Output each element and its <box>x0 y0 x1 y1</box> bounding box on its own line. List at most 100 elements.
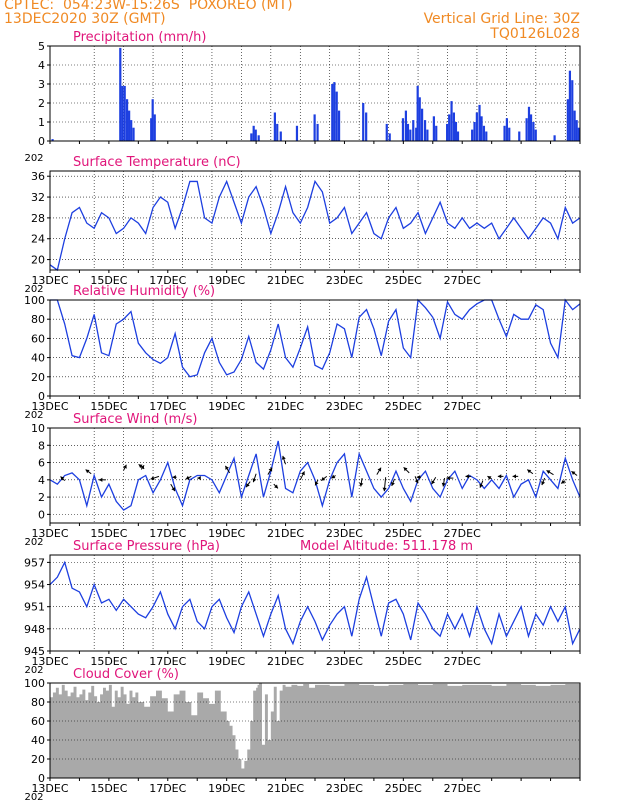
wind-vector-head-23 <box>382 487 387 492</box>
xtick-label-wind-3: 19DEC <box>208 527 245 540</box>
title-cloud: Cloud Cover (%) <box>73 667 179 682</box>
precip-bar-18 <box>295 125 299 141</box>
ytick-label-pres-2: 951 <box>24 601 45 614</box>
ytick-label-pres-0: 945 <box>24 645 45 658</box>
header-station: CPTEC: 054:23W-15:26S POXOREO (MT) <box>4 0 293 13</box>
ytick-label-precip-0: 0 <box>38 135 45 148</box>
precip-bar-33 <box>412 120 415 141</box>
precip-bar-67 <box>571 80 574 141</box>
ytick-label-rh-5: 100 <box>24 294 45 307</box>
wind-vector-head-38 <box>546 470 551 474</box>
xtick-label-pres-1: 15DEC <box>90 655 127 668</box>
xtick-label-rh-1: 15DEC <box>90 400 127 413</box>
year-stub-temp: 202 <box>24 284 43 295</box>
wind-vector-head-7 <box>171 487 175 492</box>
precip-bar-20 <box>316 123 319 141</box>
precip-bar-61 <box>529 114 533 141</box>
panel-cloud: 0 20 40 60 80 100 13DEC 15DEC 17DEC 19DEC 21DEC 23D… <box>24 667 581 800</box>
precip-bar-64 <box>553 135 556 141</box>
ytick-label-pres-3: 954 <box>24 579 45 592</box>
precip-bar-11 <box>250 133 253 141</box>
precip-bar-2 <box>121 85 124 141</box>
ytick-label-cloud-1: 20 <box>31 753 45 766</box>
wind-vector-head-2 <box>98 477 103 482</box>
precip-bar-37 <box>421 108 424 141</box>
ytick-label-precip-3: 3 <box>38 78 45 91</box>
precip-bar-26 <box>365 112 368 141</box>
ytick-label-wind-5: 10 <box>31 422 45 435</box>
precip-bar-3 <box>123 85 126 141</box>
wind-vector-head-39 <box>561 479 566 484</box>
precip-bar-31 <box>406 123 410 141</box>
ytick-label-precip-5: 5 <box>38 40 45 53</box>
ytick-label-precip-1: 1 <box>38 116 45 129</box>
precip-bar-4 <box>125 99 129 141</box>
title-precip: Precipitation (mm/h) <box>73 30 206 45</box>
wind-vector-head-26 <box>414 479 419 484</box>
wind-vector-head-10 <box>197 476 201 481</box>
cloud-area <box>50 683 580 778</box>
precip-bar-66 <box>568 70 572 141</box>
xtick-label-wind-0: 13DEC <box>31 527 68 540</box>
year-stub-wind: 202 <box>24 537 43 548</box>
precip-bar-34 <box>415 127 418 141</box>
ytick-label-wind-3: 6 <box>38 457 45 470</box>
ytick-label-precip-4: 4 <box>38 59 45 72</box>
precip-bar-7 <box>132 127 135 141</box>
precip-bar-38 <box>423 120 427 141</box>
ytick-label-cloud-4: 80 <box>31 696 45 709</box>
xtick-label-pres-7: 27DEC <box>444 655 481 668</box>
precip-bar-10 <box>153 114 156 141</box>
precip-bar-22 <box>333 82 336 141</box>
precip-bar-43 <box>448 114 451 141</box>
wind-series-line <box>49 440 581 511</box>
wind-vector-head-1 <box>85 469 90 474</box>
precip-bar-50 <box>475 112 478 141</box>
wind-vector-head-9 <box>185 475 190 480</box>
wind-vector-head-5 <box>138 464 143 469</box>
precip-bar-25 <box>362 103 365 141</box>
year-stub-rh: 202 <box>24 410 43 421</box>
precip-bar-62 <box>532 122 535 141</box>
header-run-id: TQ0126L028 <box>490 26 580 42</box>
xtick-label-temp-2: 17DEC <box>149 274 186 287</box>
title-wind: Surface Wind (m/s) <box>73 412 197 427</box>
xtick-label-pres-2: 17DEC <box>149 655 186 668</box>
precip-bar-8 <box>150 118 153 141</box>
precip-bar-65 <box>566 99 569 141</box>
wind-vector-head-19 <box>321 476 326 481</box>
ytick-label-rh-0: 0 <box>38 390 45 403</box>
precip-bar-1 <box>119 47 122 141</box>
wind-vector-head-13 <box>252 478 257 483</box>
panel-temp: 20 24 28 32 36 13DEC 15DEC 17DEC 19DEC 21DEC 23DEC… <box>24 155 581 295</box>
wind-vector-head-40 <box>571 471 576 476</box>
wind-vector-head-36 <box>527 469 532 474</box>
year-stub-pres: 202 <box>24 665 43 676</box>
precip-bar-57 <box>508 127 511 141</box>
wind-vector-head-35 <box>512 474 516 479</box>
precip-bar-35 <box>416 85 419 141</box>
precip-bar-69 <box>575 120 578 141</box>
precip-bar-60 <box>527 106 531 141</box>
precip-bar-53 <box>482 125 486 141</box>
precip-bar-47 <box>456 131 460 141</box>
ytick-label-wind-4: 8 <box>38 439 45 452</box>
precip-bar-39 <box>426 129 429 141</box>
wind-vector-head-31 <box>465 474 469 479</box>
xtick-label-wind-6: 25DEC <box>385 527 422 540</box>
panel-wind: 0 2 4 6 8 10 13DEC 15DEC 17DEC 19DEC 21DEC 23DEC 25D… <box>24 412 581 548</box>
precip-bar-56 <box>505 118 508 141</box>
precip-bar-27 <box>385 123 388 141</box>
title-pres: Surface Pressure (hPa) <box>73 539 220 554</box>
precip-bar-54 <box>485 131 488 141</box>
wind-vector-head-25 <box>403 467 408 472</box>
wind-vector-head-17 <box>301 471 305 476</box>
ytick-label-pres-1: 948 <box>24 623 45 636</box>
ytick-label-wind-0: 0 <box>38 508 45 521</box>
wind-vector-head-28 <box>431 480 436 485</box>
wind-vector-head-21 <box>359 482 364 487</box>
ytick-label-temp-0: 20 <box>31 254 45 267</box>
precip-bar-68 <box>573 110 576 141</box>
xtick-label-cloud-1: 15DEC <box>90 782 127 795</box>
